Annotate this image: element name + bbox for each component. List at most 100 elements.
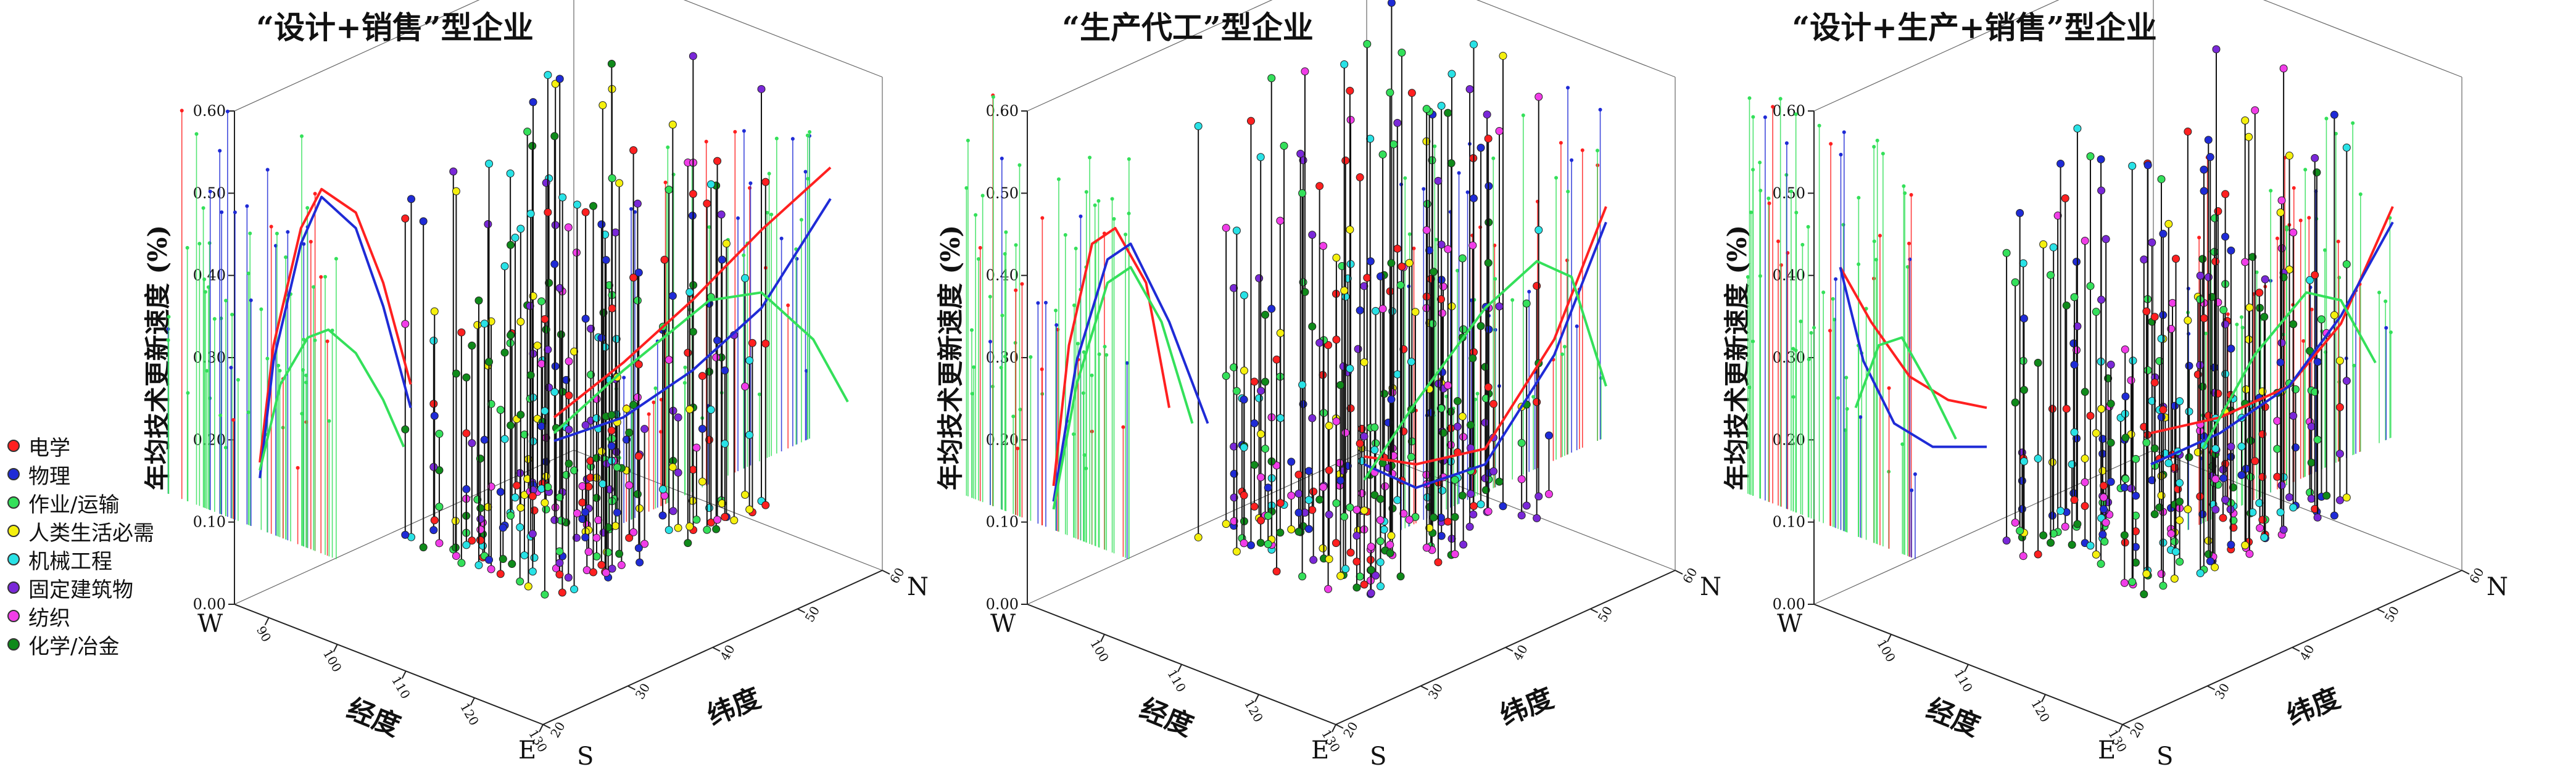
wall-point-lon — [1831, 297, 1835, 301]
data-point — [612, 448, 621, 456]
wall-point-lon — [278, 369, 282, 373]
data-point — [2099, 493, 2108, 502]
data-point — [703, 199, 711, 208]
lon-tick — [264, 617, 270, 626]
data-point — [2245, 335, 2253, 344]
data-point — [1451, 475, 1459, 484]
data-point — [2247, 437, 2255, 445]
data-point — [634, 544, 643, 552]
data-point — [2214, 207, 2222, 216]
wall-point-lon — [1014, 288, 1018, 292]
wall-point-lon — [969, 328, 974, 332]
data-point — [1378, 305, 1387, 313]
data-point — [1407, 89, 1416, 97]
data-point — [692, 515, 701, 524]
data-point — [1398, 262, 1406, 271]
data-point — [435, 430, 444, 438]
data-point — [1287, 491, 1296, 500]
data-point — [698, 477, 706, 486]
fit-curve-lat — [1364, 221, 1607, 489]
data-point — [1356, 306, 1364, 314]
lon-axis-label: 经度 — [342, 693, 405, 742]
data-point — [419, 543, 428, 552]
data-point — [1325, 422, 1333, 430]
data-point — [513, 481, 521, 490]
data-point — [633, 199, 642, 208]
data-point — [1459, 540, 1468, 549]
wall-point-lon — [1043, 300, 1048, 305]
data-point — [462, 485, 471, 493]
data-point — [2106, 477, 2115, 486]
data-point — [1363, 274, 1372, 282]
legend-marker — [7, 638, 20, 651]
lat-end-north: N — [2487, 573, 2508, 601]
data-point — [1469, 510, 1478, 519]
data-point — [2097, 559, 2105, 568]
data-point — [2335, 496, 2344, 504]
wall-point-lon — [1097, 352, 1101, 356]
wall-point-lat — [757, 392, 761, 396]
wall-point-lon — [980, 194, 985, 198]
data-point — [592, 552, 601, 561]
data-point — [2070, 293, 2079, 302]
lat-axis-label: 纬度 — [703, 682, 765, 731]
wall-point-lon — [1809, 331, 1813, 335]
lon-tick — [401, 670, 407, 679]
data-point — [1372, 439, 1380, 448]
data-point — [2062, 301, 2071, 310]
data-point — [429, 400, 438, 408]
legend-label: 机械工程 — [28, 549, 112, 574]
wall-point-lon — [207, 241, 212, 245]
wall-point-lon — [1029, 355, 1033, 359]
data-point — [2098, 530, 2107, 539]
data-point — [2070, 496, 2079, 504]
data-point — [612, 335, 621, 343]
data-point — [1240, 491, 1248, 499]
wall-point-lon — [1758, 274, 1762, 278]
data-point — [1469, 502, 1478, 511]
data-point — [2049, 243, 2058, 252]
data-point — [1438, 309, 1446, 318]
data-point — [634, 452, 643, 461]
data-point — [1436, 404, 1445, 413]
data-point — [1352, 532, 1361, 540]
data-point — [2129, 356, 2137, 365]
data-point — [1434, 558, 1443, 567]
lon-tick — [1964, 664, 1969, 672]
legend-item: 作业/运输 — [7, 488, 211, 517]
data-point — [551, 221, 560, 229]
data-point — [1267, 74, 1276, 83]
data-point — [457, 559, 466, 567]
data-point — [1444, 517, 1452, 526]
lon-end-east: E — [1311, 736, 1329, 765]
data-point — [500, 348, 509, 357]
data-point — [544, 208, 552, 216]
data-point — [500, 435, 509, 443]
data-point — [1257, 430, 1265, 438]
wall-point-lon — [966, 138, 970, 142]
data-point — [1325, 511, 1333, 519]
data-point — [713, 157, 722, 165]
data-point — [1308, 506, 1317, 514]
wall-point-lon — [323, 274, 328, 279]
data-point — [1447, 159, 1456, 168]
wall-point-lon — [185, 245, 189, 250]
data-point — [1240, 291, 1248, 300]
data-point — [2255, 289, 2264, 297]
data-point — [2061, 194, 2069, 203]
data-point — [476, 454, 484, 463]
wall-point-lon — [1784, 141, 1789, 146]
wall-point-lon — [245, 204, 249, 208]
data-point — [1267, 305, 1276, 313]
data-point — [2311, 388, 2319, 396]
data-point — [1296, 149, 1305, 158]
data-point — [1240, 395, 1248, 404]
data-point — [692, 443, 701, 452]
data-point — [2211, 475, 2220, 483]
data-point — [1308, 414, 1317, 422]
data-point — [1439, 282, 1447, 291]
data-point — [474, 561, 483, 570]
data-point — [1437, 102, 1446, 110]
data-point — [1356, 572, 1364, 581]
data-point — [529, 98, 537, 107]
